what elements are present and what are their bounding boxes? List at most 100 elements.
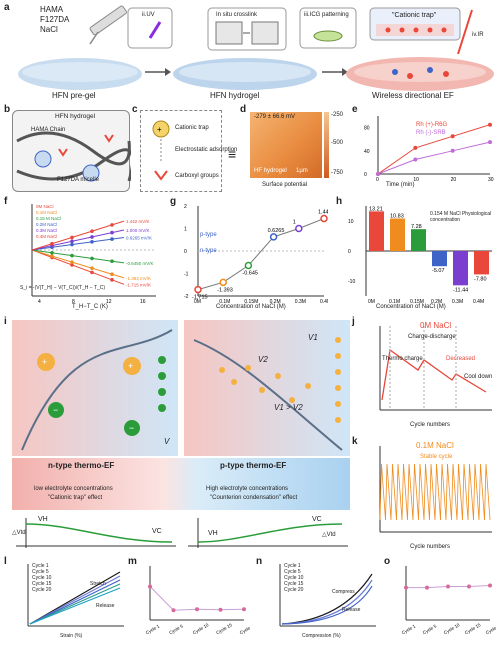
h-bar — [390, 218, 405, 251]
g-point — [320, 214, 328, 223]
l-legend-1: Cycle 5 — [32, 569, 49, 575]
f-slope-label: -1.715 mV/K — [126, 282, 151, 287]
h-bar — [432, 251, 447, 267]
panel-label-n: n — [256, 556, 263, 567]
o-point — [488, 583, 492, 588]
g-xlabel: Concentration of NaCl (M) — [216, 304, 286, 310]
f-legend-item: 0M NaCl — [36, 204, 54, 209]
equals-sign: ≡ — [228, 146, 237, 162]
cationic-trap-item: Cationic trap — [175, 125, 209, 131]
o-xtick: Cycle 1 — [401, 623, 417, 635]
f-xtick: 4 — [38, 299, 41, 305]
n-release: Release — [342, 607, 361, 613]
f-point — [70, 235, 74, 240]
g-ytick: 0 — [184, 249, 187, 255]
i-left-title: n-type thermo-EF — [48, 461, 115, 470]
m-xtick: Cycle 10 — [192, 622, 210, 635]
o-xtick: Cycle 15 — [464, 622, 482, 635]
h-ytick: -10 — [348, 279, 355, 285]
i-banner: n-type thermo-EF p-type thermo-EF low el… — [12, 458, 350, 510]
f-point — [50, 251, 54, 255]
f-point — [90, 256, 94, 261]
panel-f: -1.715 mV/K -1.393 mV/K -0.6450 mV/K 0.6265… — [12, 200, 160, 312]
m-point — [148, 584, 152, 589]
h-bar — [411, 229, 426, 251]
cationic-trap-label: "Cationic trap" — [392, 12, 437, 19]
o-point — [467, 584, 471, 589]
h-bar — [453, 251, 468, 286]
h-xtick: 0.3M — [452, 299, 463, 305]
g-xtick: 0.3M — [295, 299, 306, 305]
m-point — [218, 607, 223, 612]
panel-label-i: i — [4, 316, 7, 327]
e-point — [413, 157, 418, 162]
m-point — [242, 607, 246, 612]
i-right-desc-1: "Counterion condensation" effect — [210, 495, 298, 501]
h-ytick: 0 — [348, 249, 351, 255]
f-xlabel: T_H−T_C (K) — [72, 304, 108, 310]
j-ann-3: Cool down — [464, 374, 493, 380]
f-fit-line — [31, 229, 125, 251]
chart-j — [379, 326, 492, 411]
f-point — [110, 223, 114, 227]
e-point — [488, 140, 492, 145]
panel-k: 0.1M NaCl Stable cycle Cycle numbers — [360, 440, 496, 554]
reagent-f127da: F127DA — [40, 15, 70, 24]
step-ir: iv.IR — [472, 32, 484, 38]
f-point — [70, 263, 74, 267]
j-title: 0M NaCl — [420, 321, 452, 330]
h-xtick: 0.2M — [431, 299, 442, 305]
i-Vcomp: V1 > V2 — [274, 403, 303, 412]
e-xtick: 10 — [413, 177, 419, 183]
f-formula: S_i = -(V(T_H) − V(T_C))/(T_H − T_C) — [20, 285, 106, 291]
chart-l — [27, 564, 124, 627]
colorbar-tick-0: -250 — [331, 112, 344, 118]
panel-d: -279 ± 66.6 mV HF hydrogel 1μm — [250, 112, 322, 178]
reagent-nacl: NaCl — [40, 25, 58, 34]
e-xtick: 0 — [376, 177, 379, 183]
f-fit-line — [31, 236, 125, 251]
o-xtick: Cycle 5 — [422, 623, 438, 635]
f-legend-item: 0.4M NaCl — [36, 234, 57, 239]
chart-g: -1.715 -1.393 -0.645 0.6265 1 1.442 0M 0.1M 0.15… — [184, 204, 332, 305]
g-line — [197, 218, 325, 291]
n-legend-2: Cycle 10 — [284, 575, 304, 581]
i-VH-right: VH — [208, 530, 218, 537]
m-xtick: Cycle 1 — [145, 623, 161, 635]
n-legend-4: Cycle 20 — [284, 587, 304, 593]
panel-label-b: b — [4, 104, 11, 115]
hfn-hydrogel-title: HFN hydrogel — [55, 113, 96, 120]
o-xtick: Cycle 20 — [485, 622, 496, 635]
i-VC-left: VC — [152, 528, 162, 535]
panel-b: HFN hydrogel HAMA Chain F127DA micelle — [12, 110, 135, 192]
h-bar-label: -7.80 — [474, 276, 487, 282]
j-ann-1: Thermo charge — [382, 356, 423, 362]
f-slope-label: -0.6450 mV/K — [126, 261, 154, 266]
h-xtick: 0.15M — [410, 299, 424, 305]
f-point — [90, 240, 94, 244]
n-compress: Compress — [332, 589, 355, 595]
h-note: 0.154 M NaCl Physiological concentration — [430, 211, 492, 223]
l-legend-0: Cycle 1 — [32, 563, 49, 569]
h-ytick: 10 — [348, 219, 354, 225]
f-point — [50, 241, 54, 246]
panel-i: + + − − V V1 V2 V1 > V2 — [12, 320, 350, 456]
svg-text:+: + — [157, 125, 162, 134]
step-icg: iii.ICG patterning — [304, 12, 349, 18]
f-point — [70, 253, 74, 258]
panel-j: 0M NaCl Charge-discharge Thermo charge D… — [360, 320, 496, 432]
f-legend-item: 0.3M NaCl — [36, 228, 57, 233]
i-left-desc-0: low electrolyte concentrations — [34, 486, 113, 492]
svg-text:+: + — [128, 361, 133, 371]
l-stretch: Stretch — [90, 581, 106, 587]
hf-hydrogel-caption: HF hydrogel — [254, 168, 287, 174]
n-legend-0: Cycle 1 — [284, 563, 301, 569]
f-fit-line — [31, 249, 125, 285]
k-ann: Stable cycle — [420, 454, 453, 460]
f-xtick: 8 — [72, 299, 75, 305]
colorbar — [324, 112, 329, 178]
i-right-desc-0: High electrolyte concentrations — [206, 486, 289, 492]
i-VC-right: VC — [312, 516, 322, 523]
